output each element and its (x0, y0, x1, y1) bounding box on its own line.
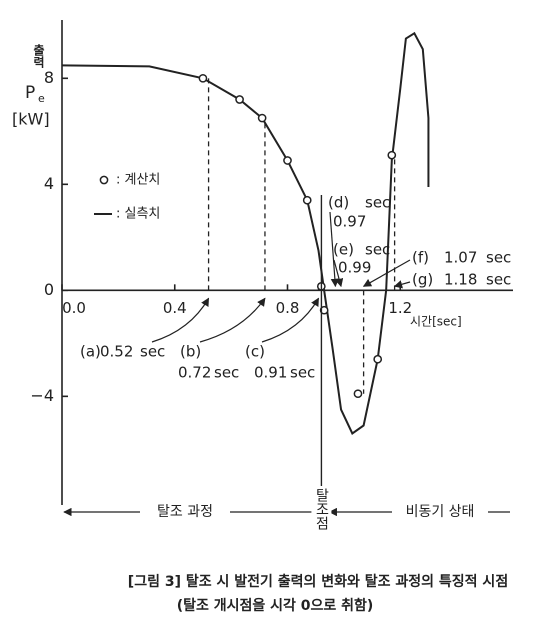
event-time: 0.91 (254, 364, 287, 382)
y-label-name: 출력 (32, 43, 46, 69)
label-bg (392, 500, 488, 524)
label-bg (140, 500, 230, 524)
region-point: 탈조점 (313, 488, 329, 530)
calc-point (302, 195, 312, 205)
event-time: 1.18 (444, 271, 477, 289)
event-unit: sec (365, 241, 390, 259)
event-unit: sec (486, 271, 511, 289)
legend-marker (99, 175, 109, 185)
calc-point (235, 95, 244, 104)
x-label: 시간[sec] (410, 315, 462, 329)
event-label: (f) (412, 249, 429, 267)
label-bg (311, 486, 332, 542)
x-tick-label: 0.8 (276, 299, 300, 317)
event-arrow (393, 280, 411, 289)
event-arrow (199, 297, 266, 343)
y-label-subscript: e (38, 92, 45, 105)
y-label-symbol: P (25, 83, 35, 103)
event-arrow (261, 297, 320, 343)
event-arrow (329, 211, 340, 288)
x-tick-label: 0.4 (163, 299, 187, 317)
event-unit: sec (365, 194, 390, 212)
calc-point (283, 156, 292, 165)
y-tick-label: 4 (44, 174, 54, 193)
calc-point (198, 73, 208, 83)
x-tick-label: 1.2 (388, 299, 412, 317)
event-time: 0.97 (333, 213, 366, 231)
y-tick-label: −4 (30, 386, 54, 405)
event-unit: sec (140, 343, 165, 361)
event-time: 0.72 (178, 364, 211, 382)
legend-label: : 계산치 (116, 173, 160, 188)
calc-point (353, 389, 363, 399)
region-after: 비동기 상태 (406, 504, 475, 520)
event-unit: sec (486, 249, 511, 267)
event-label: (d) (328, 194, 349, 212)
event-unit: sec (290, 364, 315, 382)
event-time: 0.99 (338, 259, 371, 277)
event-label: (c) (245, 343, 265, 361)
event-label: (b) (180, 343, 201, 361)
event-time: 1.07 (444, 249, 477, 267)
legend-label: : 실측치 (116, 207, 160, 222)
event-arrow (151, 297, 210, 343)
calc-point (319, 305, 329, 315)
caption-line: (탈조 개시점을 시각 0으로 취함) (177, 597, 374, 614)
calc-point (373, 354, 383, 364)
event-label: (e) (333, 241, 354, 259)
calc-point (387, 150, 397, 160)
measured-line (61, 31, 430, 435)
calc-point (257, 113, 267, 123)
y-label-unit: [kW] (12, 110, 50, 129)
event-label: (a) (80, 343, 101, 361)
event-arrow (333, 259, 344, 288)
y-tick-label: 0 (44, 280, 54, 299)
y-tick-label: 8 (44, 68, 54, 87)
event-time: 0.52 (100, 343, 133, 361)
caption-line: [그림 3] 탈조 시 발전기 출력의 변화와 탈조 과정의 특징적 시점 (128, 573, 508, 590)
region-before: 탈조 과정 (157, 504, 213, 520)
event-label: (g) (412, 271, 433, 289)
x-tick-label: 0.0 (62, 299, 86, 317)
event-unit: sec (214, 364, 239, 382)
